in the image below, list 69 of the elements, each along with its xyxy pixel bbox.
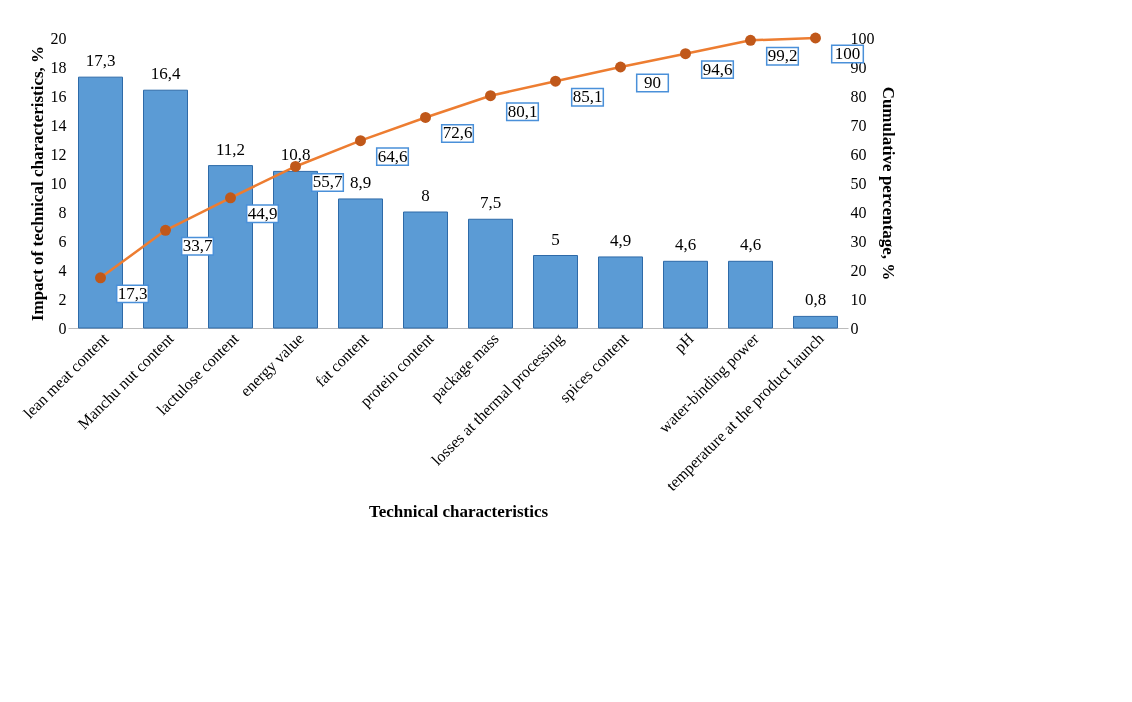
y2-tick-label: 80 xyxy=(850,87,867,105)
data-label: 5 xyxy=(551,229,560,249)
point xyxy=(95,272,106,284)
y2-tick-label: 100 xyxy=(850,29,875,47)
bar xyxy=(468,218,513,329)
data-label: 55,7 xyxy=(312,172,343,192)
point xyxy=(225,192,236,204)
y2-tick-label: 10 xyxy=(850,290,867,308)
data-label: 16,4 xyxy=(150,64,181,84)
data-label: 11,2 xyxy=(215,139,246,159)
point xyxy=(355,135,366,147)
data-label: 0,8 xyxy=(804,290,827,310)
point xyxy=(680,48,691,60)
bar xyxy=(598,256,643,329)
y2-tick-label: 70 xyxy=(850,116,867,134)
bar xyxy=(533,255,578,329)
y2-tick-label: 0 xyxy=(850,319,859,337)
point xyxy=(745,34,756,46)
y2-tick-label: 40 xyxy=(850,203,867,221)
point xyxy=(810,32,821,44)
x-axis-title: Technical characteristics xyxy=(368,501,549,521)
y2-axis-title: Cumulative percentage, % xyxy=(878,86,898,281)
bar xyxy=(728,260,773,329)
data-label: 7,5 xyxy=(479,193,502,213)
point xyxy=(290,161,301,172)
data-label: 8,9 xyxy=(349,172,372,192)
y-tick-label: 12 xyxy=(50,145,67,163)
data-label: 72,6 xyxy=(442,123,473,143)
data-label: 99,2 xyxy=(767,46,798,66)
y-tick-label: 20 xyxy=(50,29,67,47)
point xyxy=(420,111,431,123)
point xyxy=(485,90,496,102)
data-label: 17,3 xyxy=(85,51,116,71)
bar xyxy=(663,260,708,329)
y-tick-label: 14 xyxy=(50,116,67,134)
y2-tick-label: 30 xyxy=(850,232,867,250)
data-label: 94,6 xyxy=(702,59,733,79)
y2-tick-label: 20 xyxy=(850,261,867,279)
y-tick-label: 8 xyxy=(58,203,67,221)
point xyxy=(550,75,561,87)
data-label: 4,9 xyxy=(609,230,632,250)
y2-tick-label: 60 xyxy=(850,145,867,163)
data-label: 10,8 xyxy=(280,145,311,165)
data-label: 4,6 xyxy=(674,235,697,255)
data-label: 17,3 xyxy=(117,283,148,303)
data-label: 90 xyxy=(644,73,661,92)
data-label: 33,7 xyxy=(182,236,213,256)
bar xyxy=(338,198,383,329)
y-tick-label: 6 xyxy=(58,232,67,250)
y-tick-label: 16 xyxy=(50,87,67,105)
y-tick-label: 0 xyxy=(58,319,67,337)
point xyxy=(160,224,171,236)
x-tick-label: pH xyxy=(670,329,698,357)
data-label: 4,6 xyxy=(739,235,762,255)
y-tick-label: 2 xyxy=(58,290,67,308)
data-label: 100 xyxy=(834,44,861,63)
data-label: 8 xyxy=(421,186,430,205)
data-label: 80,1 xyxy=(507,101,538,121)
point xyxy=(615,61,626,73)
y2-tick-label: 50 xyxy=(850,174,867,192)
y-tick-label: 18 xyxy=(50,58,67,76)
bar xyxy=(403,211,448,329)
data-label: 44,9 xyxy=(247,203,278,223)
data-label: 85,1 xyxy=(572,87,603,107)
bar xyxy=(793,315,838,329)
y-axis-title: Impact of technical characteristics, % xyxy=(27,45,47,322)
y-tick-label: 10 xyxy=(50,174,67,192)
data-label: 64,6 xyxy=(377,146,408,166)
y-tick-label: 4 xyxy=(58,261,67,279)
